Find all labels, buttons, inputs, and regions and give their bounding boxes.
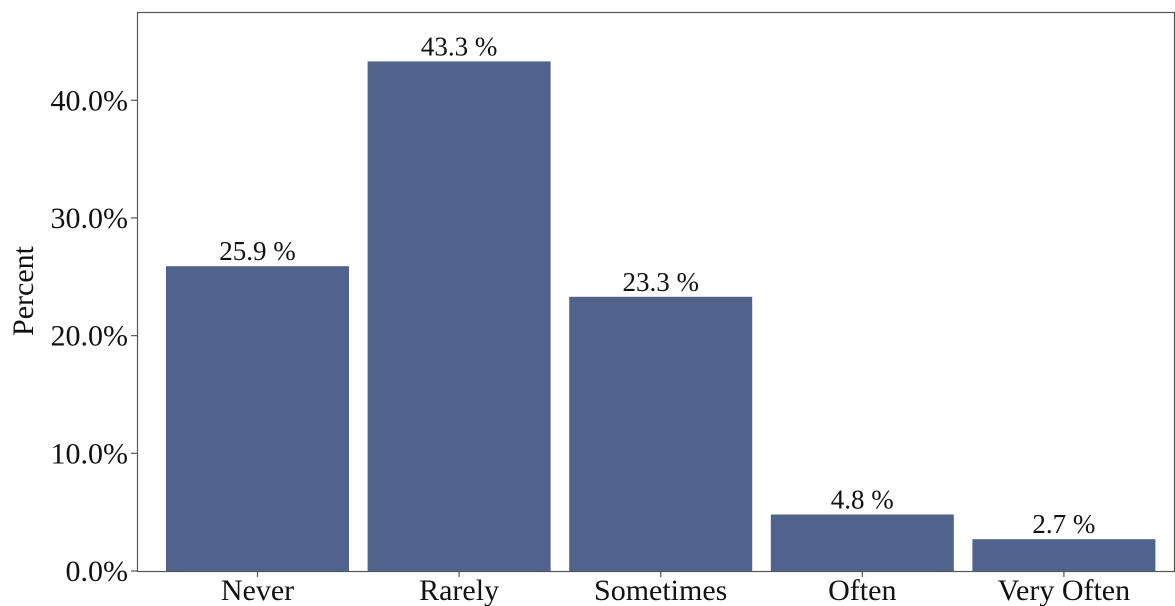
bar-often [770,514,954,571]
bars-group [166,61,1156,571]
bar-value-label: 43.3 % [421,31,498,61]
bar-very-often [972,539,1156,571]
y-tick-label: 30.0% [51,202,129,235]
x-tick-label: Rarely [419,574,499,606]
y-tick-label: 0.0% [66,555,129,588]
y-axis-ticks: 0.0% 10.0% 20.0% 30.0% 40.0% [51,84,137,588]
bar-value-label: 2.7 % [1032,509,1095,539]
bar-never [166,266,349,571]
x-tick-label: Never [221,574,294,606]
y-tick-label: 10.0% [51,437,129,470]
bar-sometimes [569,296,753,571]
bar-value-label: 4.8 % [831,485,894,515]
y-tick-label: 40.0% [51,84,129,117]
bar-value-label: 25.9 % [219,236,296,266]
y-tick-label: 20.0% [51,320,129,353]
x-tick-label: Very Often [998,574,1130,606]
y-axis-label: Percent [7,245,40,336]
x-axis-ticks: Never Rarely Sometimes Often Very Often [221,571,1130,606]
x-tick-label: Often [828,574,896,606]
bar-value-labels: 25.9 % 43.3 % 23.3 % 4.8 % 2.7 % [219,31,1095,539]
bar-value-label: 23.3 % [622,267,699,297]
x-tick-label: Sometimes [594,574,727,606]
bar-rarely [367,61,551,571]
